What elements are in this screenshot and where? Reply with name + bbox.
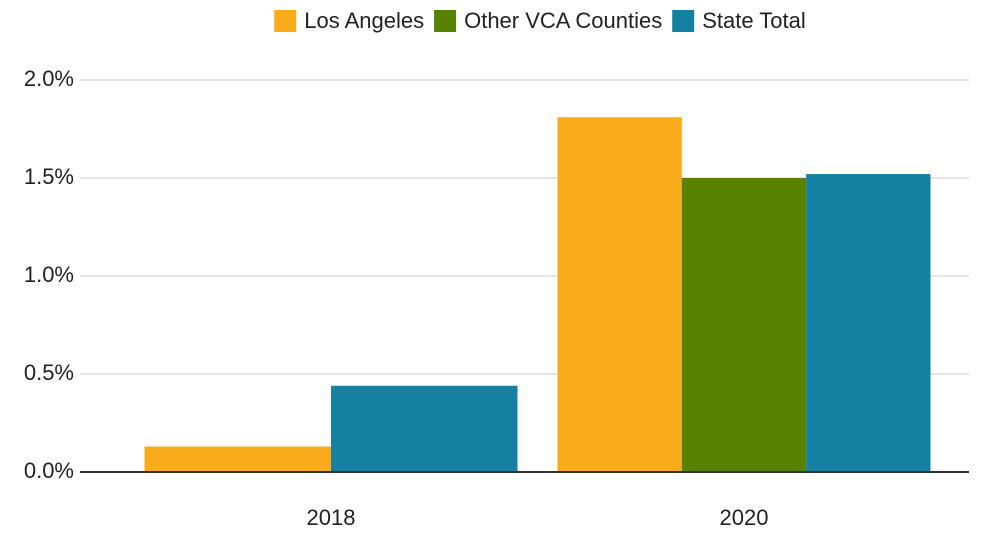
legend-label: State Total [702,8,806,33]
y-tick-label: 1.0% [24,262,74,287]
x-tick-label: 2020 [720,505,769,530]
legend-swatch [434,10,457,32]
legend-label: Other VCA Counties [464,8,662,33]
bar [331,385,518,472]
bar [806,174,931,472]
bar [681,178,807,472]
legend-swatch [672,10,695,32]
y-tick-label: 0.5% [24,360,74,385]
y-tick-label: 0.0% [24,458,74,483]
legend-label: Los Angeles [304,8,424,33]
bar [144,446,331,472]
y-tick-label: 1.5% [24,164,74,189]
bar [557,117,682,473]
x-tick-label: 2018 [307,505,356,530]
y-tick-label: 2.0% [24,66,74,91]
legend-swatch [274,10,297,32]
